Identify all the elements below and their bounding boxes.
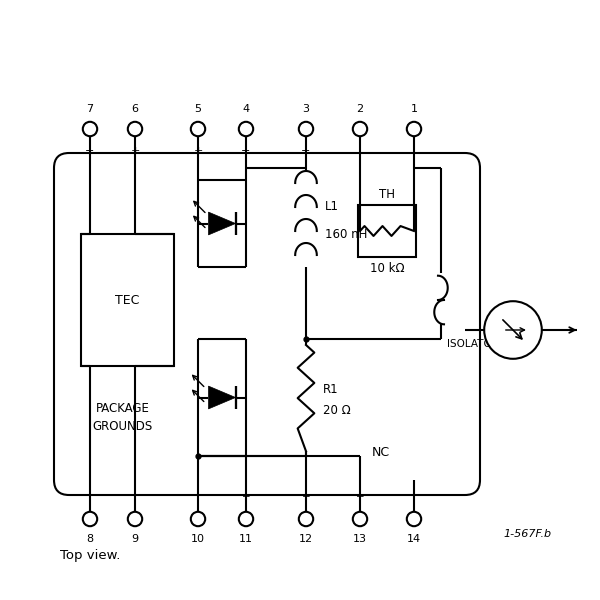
Polygon shape: [209, 212, 235, 235]
Circle shape: [407, 122, 421, 136]
Text: +: +: [242, 492, 250, 502]
Text: 1-567F.b: 1-567F.b: [504, 529, 552, 539]
Text: ISOLATOR: ISOLATOR: [447, 339, 499, 349]
Circle shape: [239, 122, 253, 136]
Text: 12: 12: [299, 534, 313, 544]
Circle shape: [128, 512, 142, 526]
Text: −: −: [85, 146, 95, 157]
Text: R1: R1: [323, 383, 338, 395]
Text: 8: 8: [86, 534, 94, 544]
Circle shape: [83, 122, 97, 136]
Circle shape: [83, 512, 97, 526]
Text: 7: 7: [86, 104, 94, 114]
Text: TEC: TEC: [115, 293, 140, 307]
Text: 1: 1: [410, 104, 418, 114]
Text: 9: 9: [131, 534, 139, 544]
Circle shape: [353, 122, 367, 136]
Text: 13: 13: [353, 534, 367, 544]
Text: +: +: [130, 146, 140, 157]
Text: −: −: [302, 492, 310, 502]
Text: 14: 14: [407, 534, 421, 544]
Bar: [358, 205, 416, 257]
Text: 11: 11: [239, 534, 253, 544]
Text: TH: TH: [379, 188, 395, 201]
Circle shape: [299, 512, 313, 526]
Text: +: +: [193, 146, 203, 157]
Text: 5: 5: [194, 104, 202, 114]
Text: 4: 4: [242, 104, 250, 114]
Polygon shape: [209, 386, 235, 409]
Text: 10: 10: [191, 534, 205, 544]
Bar: [81, 234, 174, 366]
Circle shape: [353, 512, 367, 526]
Circle shape: [299, 122, 313, 136]
Text: 10 kΩ: 10 kΩ: [370, 262, 404, 275]
Circle shape: [128, 122, 142, 136]
Text: −: −: [301, 146, 311, 157]
Text: −: −: [241, 146, 251, 157]
Text: NC: NC: [372, 446, 390, 460]
Text: PACKAGE
GROUNDS: PACKAGE GROUNDS: [93, 401, 153, 433]
Text: 2: 2: [356, 104, 364, 114]
Circle shape: [484, 301, 542, 359]
Text: L1: L1: [325, 200, 339, 214]
Circle shape: [191, 512, 205, 526]
Text: 3: 3: [302, 104, 310, 114]
Circle shape: [407, 512, 421, 526]
Text: 20 Ω: 20 Ω: [323, 404, 350, 416]
Text: 6: 6: [131, 104, 139, 114]
Text: Top view.: Top view.: [60, 548, 121, 562]
Circle shape: [191, 122, 205, 136]
Text: 160 nH: 160 nH: [325, 227, 368, 241]
Text: +: +: [356, 492, 364, 502]
Circle shape: [239, 512, 253, 526]
